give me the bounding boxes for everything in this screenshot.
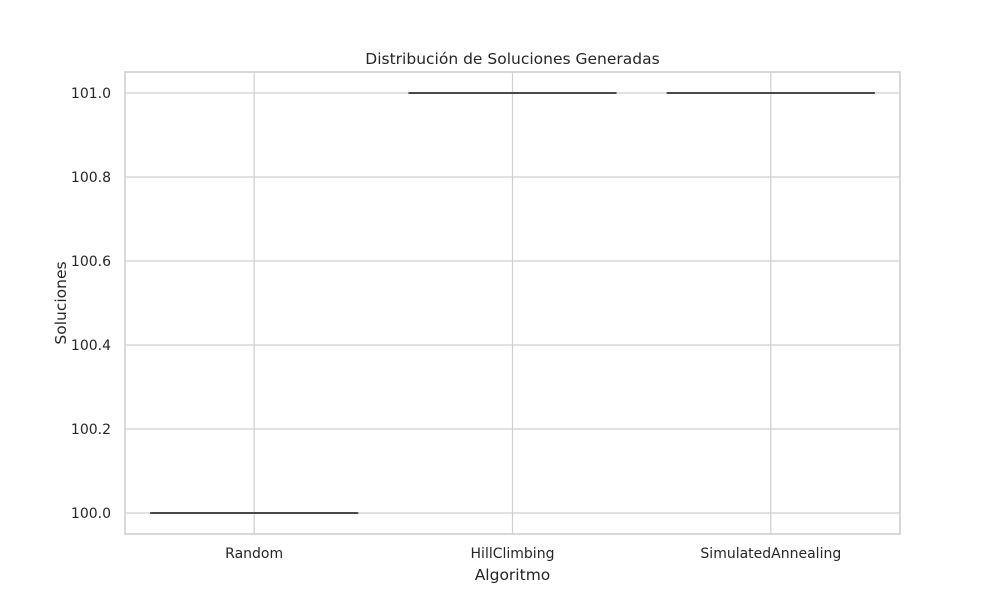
x-tick-label: HillClimbing	[471, 546, 555, 562]
y-axis-label: Soluciones	[52, 261, 70, 344]
x-axis-label: Algoritmo	[475, 566, 551, 584]
x-axis-ticks: Random HillClimbing SimulatedAnnealing	[225, 546, 841, 562]
y-tick-label: 100.6	[71, 254, 111, 270]
x-tick-label: SimulatedAnnealing	[700, 546, 841, 562]
chart-title: Distribución de Soluciones Generadas	[365, 50, 659, 68]
y-tick-label: 101.0	[71, 86, 111, 102]
y-tick-label: 100.8	[71, 170, 111, 186]
plot-area-frame	[124, 71, 901, 535]
y-tick-label: 100.4	[71, 338, 111, 354]
box-plot-series	[149, 92, 876, 514]
x-tick-label: Random	[225, 546, 283, 562]
y-axis-ticks: 100.0 100.2 100.4 100.6 100.8 101.0	[71, 86, 111, 522]
y-tick-label: 100.0	[71, 506, 111, 522]
grid-lines	[125, 72, 900, 534]
y-tick-label: 100.2	[71, 422, 111, 438]
